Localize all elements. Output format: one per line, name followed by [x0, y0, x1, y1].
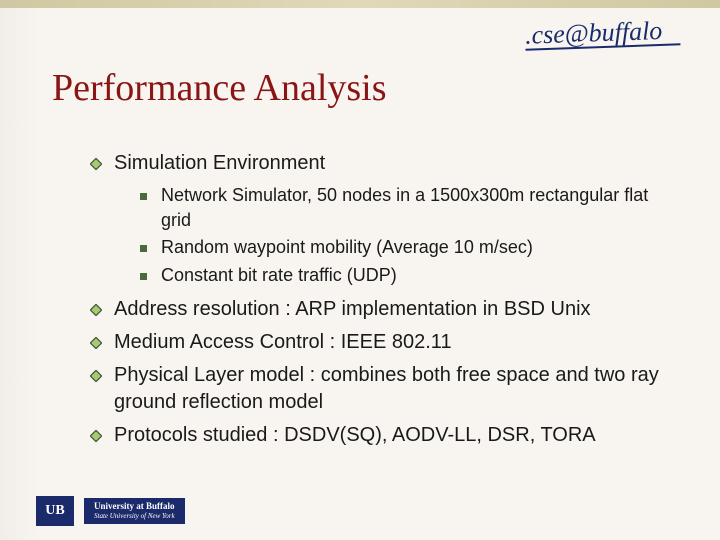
ub-wordmark: University at Buffalo State University o…: [84, 498, 185, 523]
sub-list-item: Random waypoint mobility (Average 10 m/s…: [140, 235, 680, 260]
diamond-bullet-icon: [90, 158, 102, 170]
ub-wordmark-line2: State University of New York: [94, 512, 175, 520]
square-bullet-icon: [140, 245, 147, 252]
diamond-bullet-icon: [90, 370, 102, 382]
list-item: Medium Access Control : IEEE 802.11: [90, 329, 680, 356]
list-item: Protocols studied : DSDV(SQ), AODV-LL, D…: [90, 422, 680, 449]
footer-logo: UB University at Buffalo State Universit…: [36, 496, 185, 526]
list-item-text: Physical Layer model : combines both fre…: [114, 362, 680, 416]
list-item: Simulation Environment: [90, 150, 680, 177]
list-item: Physical Layer model : combines both fre…: [90, 362, 680, 416]
list-item-text: Simulation Environment: [114, 150, 325, 177]
sub-list-item-text: Network Simulator, 50 nodes in a 1500x30…: [161, 183, 680, 233]
sub-list-item-text: Random waypoint mobility (Average 10 m/s…: [161, 235, 543, 260]
list-item-text: Address resolution : ARP implementation …: [114, 296, 591, 323]
left-texture: [0, 0, 40, 540]
ub-wordmark-line1: University at Buffalo: [94, 501, 175, 512]
list-item-text: Medium Access Control : IEEE 802.11: [114, 329, 452, 356]
slide-title: Performance Analysis: [52, 66, 387, 110]
list-item: Address resolution : ARP implementation …: [90, 296, 680, 323]
sub-list-item: Constant bit rate traffic (UDP): [140, 263, 680, 288]
ub-mark-icon: UB: [36, 496, 74, 526]
header-logo-text: .cse@buffalo: [525, 16, 663, 50]
header-logo: .cse@buffalo: [525, 15, 681, 50]
top-accent-bar: [0, 0, 720, 8]
diamond-bullet-icon: [90, 304, 102, 316]
square-bullet-icon: [140, 193, 147, 200]
ub-mark-text: UB: [45, 503, 64, 519]
content-area: Simulation Environment Network Simulator…: [90, 150, 680, 455]
sub-list-item: Network Simulator, 50 nodes in a 1500x30…: [140, 183, 680, 233]
diamond-bullet-icon: [90, 337, 102, 349]
square-bullet-icon: [140, 273, 147, 280]
sub-list: Network Simulator, 50 nodes in a 1500x30…: [90, 183, 680, 288]
diamond-bullet-icon: [90, 430, 102, 442]
list-item-text: Protocols studied : DSDV(SQ), AODV-LL, D…: [114, 422, 596, 449]
sub-list-item-text: Constant bit rate traffic (UDP): [161, 263, 407, 288]
